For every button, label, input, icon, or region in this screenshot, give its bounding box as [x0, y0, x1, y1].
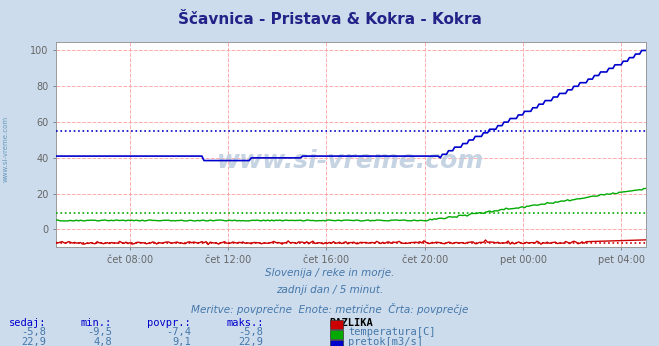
- Text: -9,5: -9,5: [87, 327, 112, 337]
- Text: 4,8: 4,8: [94, 337, 112, 346]
- Text: temperatura[C]: temperatura[C]: [348, 327, 436, 337]
- Text: 22,9: 22,9: [21, 337, 46, 346]
- Text: Ščavnica - Pristava & Kokra - Kokra: Ščavnica - Pristava & Kokra - Kokra: [177, 12, 482, 27]
- Text: -5,8: -5,8: [239, 327, 264, 337]
- Text: -7,4: -7,4: [166, 327, 191, 337]
- Text: www.si-vreme.com: www.si-vreme.com: [217, 149, 484, 173]
- Text: Slovenija / reke in morje.: Slovenija / reke in morje.: [265, 268, 394, 278]
- Text: 9,1: 9,1: [173, 337, 191, 346]
- Text: 22,9: 22,9: [239, 337, 264, 346]
- Text: sedaj:: sedaj:: [9, 318, 46, 328]
- Text: Meritve: povprečne  Enote: metrične  Črta: povprečje: Meritve: povprečne Enote: metrične Črta:…: [191, 303, 468, 315]
- Text: zadnji dan / 5 minut.: zadnji dan / 5 minut.: [276, 285, 383, 295]
- Text: min.:: min.:: [81, 318, 112, 328]
- Text: pretok[m3/s]: pretok[m3/s]: [348, 337, 423, 346]
- Text: www.si-vreme.com: www.si-vreme.com: [2, 116, 9, 182]
- Text: povpr.:: povpr.:: [148, 318, 191, 328]
- Text: -5,8: -5,8: [21, 327, 46, 337]
- Text: RAZLIKA: RAZLIKA: [330, 318, 373, 328]
- Text: maks.:: maks.:: [226, 318, 264, 328]
